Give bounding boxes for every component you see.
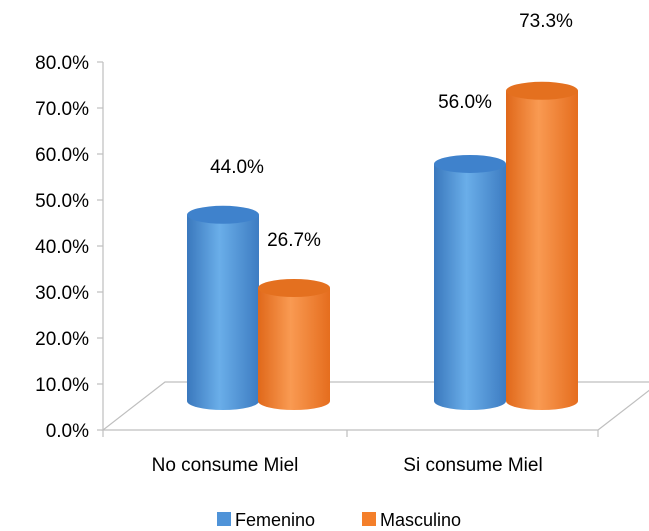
bar-masculino-1 (258, 278, 330, 410)
bar-masculino-2 (506, 81, 578, 411)
y-tick-label: 50.0% (35, 191, 89, 212)
legend: Femenino Masculino (217, 510, 461, 530)
bar-body (187, 214, 259, 410)
y-tick-label: 80.0% (35, 53, 89, 74)
data-label: 56.0% (438, 92, 492, 113)
x-axis-categories: No consume Miel Si consume Miel (152, 455, 543, 476)
bar-top (434, 154, 506, 173)
x-category-label: No consume Miel (152, 455, 299, 476)
legend-label: Masculino (380, 510, 461, 530)
bar-femenino-2 (434, 154, 506, 410)
bar-body (506, 90, 578, 411)
bar-top (258, 278, 330, 297)
bar-femenino-1 (187, 205, 259, 410)
legend-swatch (217, 512, 231, 526)
y-tick-label: 60.0% (35, 145, 89, 166)
bar-body (258, 287, 330, 410)
y-tick-label: 30.0% (35, 283, 89, 304)
y-tick-label: 0.0% (46, 421, 89, 442)
bar-top (187, 205, 259, 224)
legend-label: Femenino (235, 510, 315, 530)
y-tick-label: 40.0% (35, 237, 89, 258)
bar-body (434, 163, 506, 410)
floor-plane (101, 381, 649, 431)
y-axis: 0.0% 10.0% 20.0% 30.0% 40.0% 50.0% 60.0% 70.0% 8… (35, 53, 599, 442)
y-tick-label: 20.0% (35, 329, 89, 350)
data-label: 26.7% (267, 230, 321, 251)
bars (187, 81, 578, 411)
data-label: 73.3% (519, 11, 573, 32)
chart-floor (101, 381, 649, 431)
data-labels: 44.0% 26.7% 56.0% 73.3% (210, 11, 573, 251)
x-category-label: Si consume Miel (403, 455, 542, 476)
bar-top (506, 81, 578, 100)
legend-swatch (362, 512, 376, 526)
y-tick-label: 70.0% (35, 99, 89, 120)
data-label: 44.0% (210, 157, 264, 178)
y-tick-label: 10.0% (35, 375, 89, 396)
